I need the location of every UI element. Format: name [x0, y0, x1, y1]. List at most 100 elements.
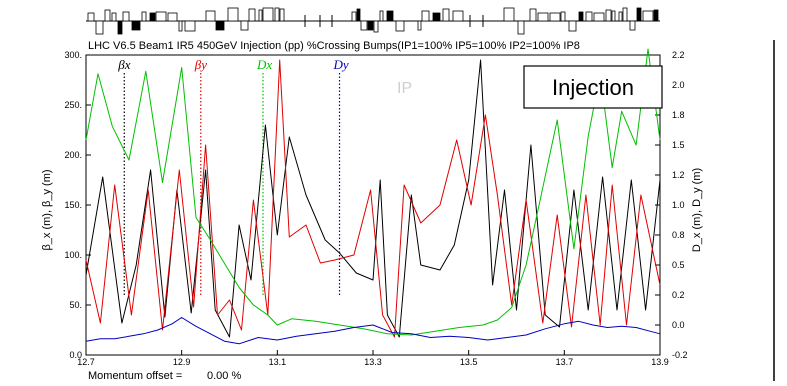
lattice-element: [141, 11, 147, 22]
y2-tick-label: 0.0: [672, 320, 685, 330]
lattice-element: [356, 8, 361, 22]
lattice-element: [367, 20, 374, 31]
y-tick-label: 50.: [69, 300, 82, 310]
lattice-element: [642, 10, 654, 22]
series-line: [85, 317, 661, 345]
lattice-element: [122, 11, 130, 22]
lattice-element: [529, 8, 537, 22]
legend-marker-label: βx: [117, 57, 130, 72]
lattice-element: [452, 10, 464, 22]
lattice-element: [215, 20, 225, 31]
lattice-element: [205, 10, 216, 22]
lattice-element: [351, 11, 357, 22]
lattice-element: [417, 20, 422, 31]
y2-axis-label: D_x (m), D_y (m): [691, 168, 703, 252]
y2-tick-label: 1.0: [672, 200, 685, 210]
x-tick-label: 12.7: [77, 357, 95, 367]
lattice-element: [155, 11, 167, 22]
lattice-element: [240, 20, 249, 31]
ip-label: IP: [397, 80, 412, 97]
chart-title: LHC V6.5 Beam1 IR5 450GeV Injection (pp)…: [88, 40, 580, 52]
axis-ticks: 12.7 12.9 13.1 13.3 13.5 13.7 13.9 0.0 50. 100. 15…: [64, 50, 687, 367]
lattice-element: [395, 20, 405, 32]
y2-tick-label: -0.2: [672, 350, 688, 360]
lattice-element: [87, 12, 95, 22]
y2-tick-label: 2.2: [672, 50, 685, 60]
lattice-element: [629, 20, 636, 31]
lattice-element: [274, 7, 280, 22]
lattice-element: [95, 20, 104, 35]
lattice-element: [517, 20, 525, 35]
x-tick-label: 13.7: [556, 357, 574, 367]
series-line: [85, 59, 661, 338]
lattice-element: [442, 8, 450, 22]
x-tick-label: 13.9: [651, 357, 669, 367]
lattice-element: [537, 12, 549, 22]
lattice-element: [432, 12, 441, 22]
lattice-element: [568, 20, 577, 32]
lattice-element: [279, 8, 285, 22]
series-line: [85, 48, 661, 336]
lattice-element: [373, 20, 379, 33]
legend-marker-label: Dy: [333, 57, 349, 72]
y2-tick-label: 0.5: [672, 260, 685, 270]
y-tick-label: 100.: [64, 250, 82, 260]
momentum-offset-value: 0.00 %: [207, 370, 241, 381]
legend-markers: βx βy Dx Dy: [117, 57, 349, 295]
lattice-element: [131, 20, 141, 31]
y2-tick-label: 0.2: [672, 290, 685, 300]
lattice-element: [421, 10, 430, 22]
momentum-offset-label: Momentum offset =: [88, 370, 182, 381]
y-tick-label: 250.: [64, 100, 82, 110]
lattice-element: [258, 9, 263, 22]
injection-badge-box: [523, 65, 663, 109]
x-tick-label: 13.1: [269, 357, 287, 367]
lattice-element: [167, 12, 178, 22]
lattice-element: [184, 20, 196, 32]
lattice-element: [653, 9, 659, 22]
lattice-element: [111, 12, 117, 22]
injection-badge: Injection: [552, 75, 634, 100]
lattice-element: [104, 9, 111, 22]
y2-tick-label: 1.8: [672, 110, 685, 120]
lattice-element: [227, 7, 239, 22]
lattice-element: [386, 10, 394, 22]
lattice-element: [149, 12, 156, 22]
lattice-element: [248, 8, 256, 22]
lattice-element: [262, 7, 274, 22]
x-tick-label: 12.9: [173, 357, 191, 367]
y-tick-label: 150.: [64, 200, 82, 210]
y2-tick-label: 1.5: [672, 140, 685, 150]
lattice-element: [549, 12, 561, 22]
lattice-element: [605, 9, 612, 22]
lattice-element: [618, 11, 623, 22]
lattice-element: [622, 7, 628, 22]
lattice-element: [503, 7, 515, 22]
y-tick-label: 0.0: [69, 350, 82, 360]
lattice-strip: [86, 7, 660, 35]
lattice-element: [178, 20, 183, 32]
series-lines: [85, 48, 661, 345]
x-tick-label: 13.5: [460, 357, 478, 367]
lattice-element: [560, 11, 566, 22]
lattice-element: [611, 10, 616, 22]
y2-tick-label: 0.8: [672, 230, 685, 240]
lattice-element: [379, 10, 384, 22]
series-line: [85, 59, 661, 338]
x-tick-label: 13.3: [364, 357, 382, 367]
legend-marker-label: Dx: [256, 57, 272, 72]
legend-marker-label: βy: [194, 57, 207, 72]
y2-tick-label: 2.0: [672, 80, 685, 90]
y-axis-label: β_x (m), β_y (m): [41, 169, 53, 250]
y-tick-label: 200.: [64, 150, 82, 160]
lattice-element: [578, 11, 584, 22]
lattice-element: [636, 7, 642, 22]
y-tick-label: 300.: [64, 50, 82, 60]
lattice-element: [585, 11, 593, 22]
lattice-element: [117, 20, 123, 35]
lattice-element: [360, 20, 368, 31]
y2-tick-label: 1.2: [672, 170, 685, 180]
lattice-element: [593, 12, 605, 22]
